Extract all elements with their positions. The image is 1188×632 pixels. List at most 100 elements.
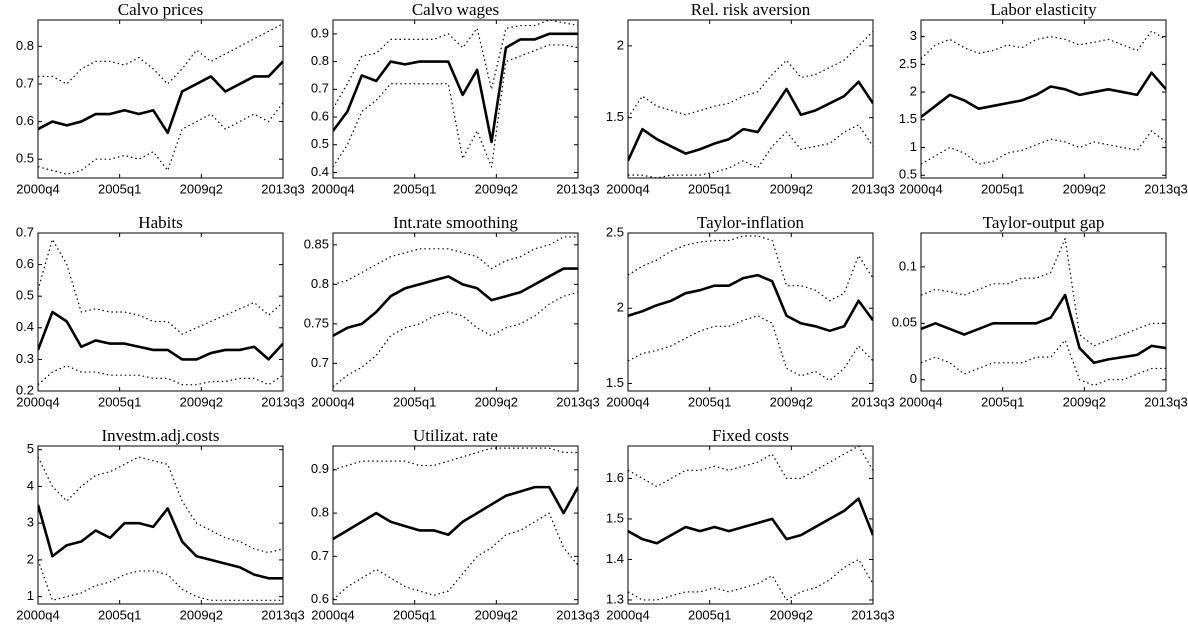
- y-tick-label: 4: [27, 478, 34, 493]
- x-tick-label: 2005q1: [688, 607, 731, 622]
- plot-frame: [920, 232, 1167, 392]
- y-tick-label: 2: [617, 37, 624, 52]
- x-tick-label: 2005q1: [688, 394, 731, 409]
- x-tick-label: 2005q1: [393, 607, 436, 622]
- x-tick-label: 2000q4: [311, 394, 354, 409]
- y-tick-label: 0.5: [311, 136, 329, 151]
- plot-frame: [37, 445, 284, 605]
- y-tick-label: 2: [910, 84, 917, 99]
- median-line: [38, 310, 283, 361]
- median-line: [628, 273, 873, 333]
- band-line: [38, 238, 283, 335]
- y-tick-label: 2: [27, 551, 34, 566]
- band-line: [628, 446, 873, 488]
- y-tick-label: 1.5: [606, 109, 624, 124]
- x-tick-label: 2009q2: [770, 181, 813, 196]
- plot-background: [333, 20, 578, 178]
- panel: Taylor-output gap 0 0.05 0.1 2000q4 2005q1 200…: [892, 213, 1188, 410]
- y-tick-label: 1: [910, 139, 917, 154]
- plot-frame: [332, 19, 579, 179]
- y-tick-label: 1.6: [606, 470, 624, 485]
- x-tick-label: 2009q2: [180, 394, 223, 409]
- x-tick-label: 2009q2: [475, 181, 518, 196]
- x-tick-label: 2009q2: [180, 607, 223, 622]
- y-tick-label: 1: [27, 588, 34, 603]
- band-line: [921, 339, 1166, 386]
- y-tick-label: 0.6: [311, 108, 329, 123]
- panel-title: Investm.adj.costs: [101, 426, 219, 445]
- panel-title: Calvo wages: [412, 0, 499, 19]
- panel: Calvo wages 0.4 0.5 0.6 0.7 0.8 0.9 2000q4 2005q…: [311, 0, 600, 196]
- x-tick-label: 2000q4: [899, 394, 942, 409]
- x-tick-label: 2005q1: [98, 181, 141, 196]
- y-tick-label: 0.4: [16, 319, 34, 334]
- y-tick-label: 0.5: [16, 151, 34, 166]
- y-tick-label: 1.3: [606, 591, 624, 606]
- panel-title: Rel. risk aversion: [691, 0, 811, 19]
- y-tick-label: 3: [910, 28, 917, 43]
- x-tick-label: 2005q1: [98, 394, 141, 409]
- band-line: [333, 20, 578, 110]
- y-tick-label: 0.75: [304, 315, 329, 330]
- panel: Int.rate smoothing 0.7 0.75 0.8 0.85 2000q4 20…: [304, 213, 600, 410]
- panel: Calvo prices 0.5 0.6 0.7 0.8 2000q4 2005q1 2009…: [16, 0, 305, 196]
- band-line: [921, 30, 1166, 60]
- y-tick-label: 0.8: [311, 505, 329, 520]
- x-tick-label: 2013q3: [261, 607, 304, 622]
- plot-frame: [37, 19, 284, 179]
- band-line: [38, 365, 283, 386]
- panel: Investm.adj.costs 1 2 3 4 5 2000q4 2005q1 2009q2…: [16, 426, 304, 623]
- plot-frame: [332, 232, 579, 392]
- x-tick-label: 2005q1: [98, 607, 141, 622]
- y-tick-label: 2.5: [606, 224, 624, 239]
- panel-title: Habits: [138, 213, 182, 232]
- median-line: [921, 71, 1166, 119]
- median-line: [628, 497, 873, 545]
- y-tick-label: 0.4: [311, 164, 329, 179]
- band-line: [333, 44, 578, 168]
- x-tick-label: 2000q4: [311, 181, 354, 196]
- y-tick-label: 5: [27, 441, 34, 456]
- y-tick-label: 0.9: [311, 25, 329, 40]
- y-tick-label: 0.7: [16, 224, 34, 239]
- x-tick-label: 2000q4: [16, 607, 59, 622]
- x-tick-label: 2005q1: [981, 181, 1024, 196]
- y-tick-label: 1.5: [606, 375, 624, 390]
- x-tick-label: 2009q2: [1063, 181, 1106, 196]
- median-line: [38, 60, 283, 135]
- x-tick-label: 2009q2: [475, 394, 518, 409]
- median-line: [333, 267, 578, 337]
- median-line: [921, 293, 1166, 365]
- band-line: [628, 315, 873, 382]
- y-tick-label: 0.9: [311, 461, 329, 476]
- plot-frame: [627, 19, 874, 179]
- y-tick-label: 0.7: [311, 355, 329, 370]
- x-tick-label: 2000q4: [606, 181, 649, 196]
- x-tick-label: 2005q1: [393, 181, 436, 196]
- plot-frame: [37, 232, 284, 392]
- plot-background: [333, 446, 578, 604]
- median-line: [333, 32, 578, 144]
- x-tick-label: 2013q3: [851, 394, 894, 409]
- x-tick-label: 2000q4: [606, 394, 649, 409]
- panel-title: Taylor-inflation: [697, 213, 805, 232]
- x-tick-label: 2000q4: [311, 607, 354, 622]
- x-tick-label: 2005q1: [393, 394, 436, 409]
- y-tick-label: 1.5: [606, 510, 624, 525]
- plot-frame: [920, 19, 1167, 179]
- y-tick-label: 0.2: [16, 382, 34, 397]
- x-tick-label: 2000q4: [16, 394, 59, 409]
- band-line: [333, 512, 578, 601]
- y-tick-label: 2.5: [899, 56, 917, 71]
- band-line: [921, 130, 1166, 165]
- x-tick-label: 2000q4: [899, 181, 942, 196]
- y-tick-label: 0.05: [892, 315, 917, 330]
- x-tick-label: 2009q2: [180, 181, 223, 196]
- panel: Habits 0.2 0.3 0.4 0.5 0.6 0.7 2000q4 2005q1 2009…: [16, 213, 305, 410]
- panel-title: Calvo prices: [118, 0, 203, 19]
- x-tick-label: 2000q4: [606, 607, 649, 622]
- band-line: [38, 102, 283, 175]
- band-line: [333, 236, 578, 285]
